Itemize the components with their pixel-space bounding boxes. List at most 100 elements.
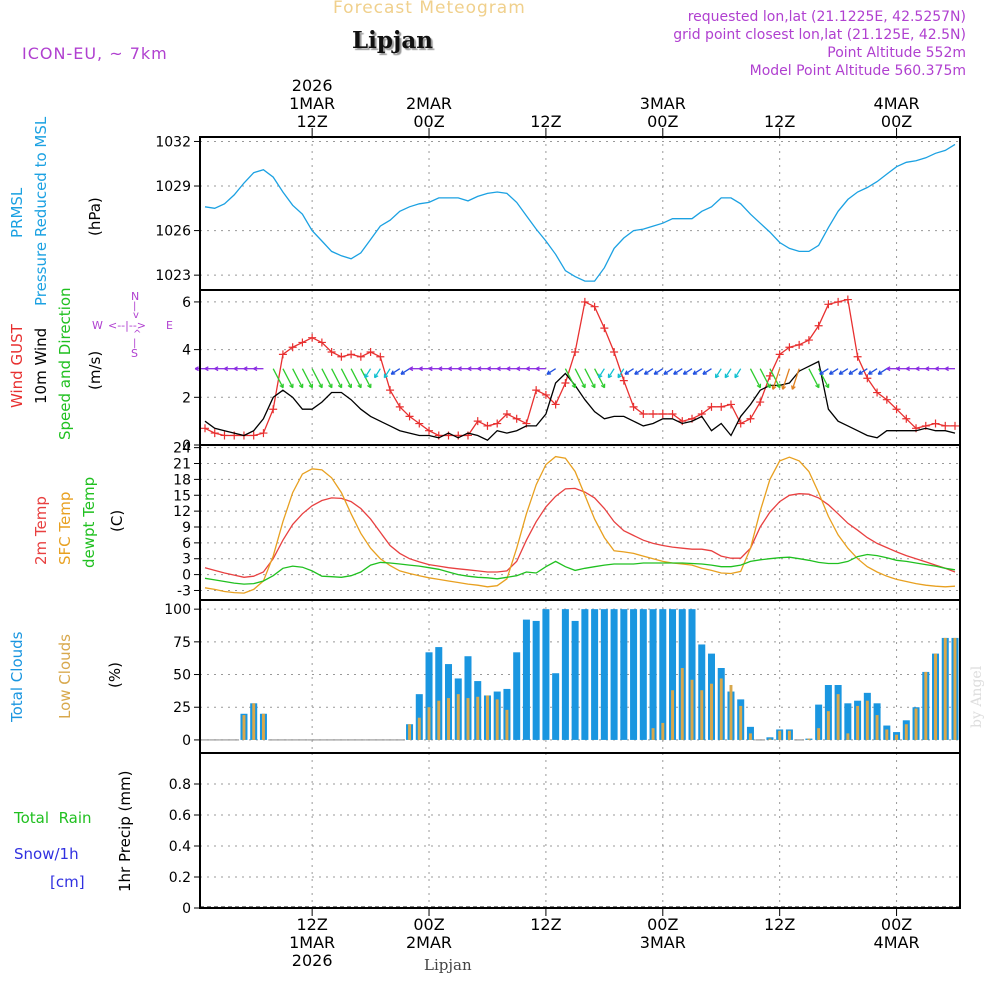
total-cloud-bar	[639, 609, 647, 740]
low-cloud-bar	[710, 683, 713, 740]
gust-marker	[327, 348, 336, 356]
wind-arrow-head	[204, 366, 209, 372]
gust-marker	[756, 398, 765, 407]
wind-arrow-head	[634, 370, 639, 375]
gust-marker	[736, 419, 745, 428]
y-tick-label: 4	[182, 343, 191, 359]
snow-label: Snow/1h	[14, 845, 79, 863]
low-cloud-bar	[680, 668, 684, 740]
top-time-label: 2026	[292, 76, 333, 95]
gust-marker	[629, 402, 638, 411]
low-cloud-bar	[495, 699, 499, 740]
low-cloud-bar	[953, 637, 957, 740]
wind-arrow-head	[243, 366, 248, 372]
wind-arrow	[791, 368, 800, 390]
wind-arrow-head	[383, 373, 389, 379]
y-tick-label: 3	[182, 552, 191, 568]
series-line	[204, 143, 956, 282]
low-cloud-bar	[817, 728, 821, 740]
low-cloud-bar	[700, 690, 704, 740]
wind-arrow-head	[253, 366, 258, 372]
wind-arrow-head	[337, 383, 343, 389]
wind-arrow-head	[535, 366, 540, 372]
gust-marker	[561, 379, 570, 387]
wind-arrow	[769, 368, 781, 389]
total-cloud-bar	[415, 694, 423, 740]
wind-arrow-head	[457, 366, 462, 372]
wind-arrow-head	[663, 370, 668, 375]
total-cloud-bar	[581, 609, 589, 740]
low-cloud-bar	[787, 730, 791, 740]
wind-arrow-head	[819, 370, 824, 375]
wind-arrow-head	[581, 383, 586, 389]
wind-arrow-head	[935, 366, 940, 372]
gust-marker	[814, 321, 823, 330]
bottom-time-label: 12Z	[764, 915, 795, 934]
gust-marker	[717, 402, 726, 411]
low-cloud-bar	[690, 679, 694, 740]
gust-marker	[834, 297, 843, 306]
top-time-label: 00Z	[881, 112, 912, 131]
low-cloud-bar	[846, 733, 850, 740]
total-cloud-bar	[425, 652, 433, 740]
wind-arrow	[673, 368, 683, 375]
low-cloud-bar	[768, 738, 772, 740]
wind-arrow-head	[771, 385, 777, 390]
total-cloud-bar	[513, 652, 521, 740]
wind-arrow	[848, 368, 858, 375]
wind-arrow	[724, 368, 732, 379]
gust-marker	[278, 350, 287, 359]
y-tick-label: 0.2	[169, 870, 191, 886]
wind-arrow	[374, 368, 381, 379]
gust-marker	[395, 402, 404, 411]
wind-arrow	[574, 368, 586, 389]
wind-arrow	[759, 368, 771, 389]
wind-arrow-head	[915, 366, 920, 372]
series-line	[204, 455, 956, 594]
low-cloud-bar	[748, 733, 752, 740]
y-tick-label: 100	[164, 602, 191, 618]
total-cloud-bar	[600, 609, 608, 740]
y-tick-label: 9	[182, 520, 191, 536]
gust-marker	[590, 302, 599, 311]
gust-marker	[951, 421, 959, 430]
wind-arrow	[390, 368, 401, 375]
top-time-label: 00Z	[413, 112, 444, 131]
gust-marker	[502, 410, 511, 418]
wind-arrow	[808, 368, 820, 389]
y-tick-label: 1026	[155, 224, 191, 240]
low-cloud-bar	[417, 717, 421, 740]
series-line	[204, 487, 956, 578]
gust-marker	[337, 352, 346, 361]
gust-marker	[843, 295, 852, 304]
gust-marker	[415, 419, 424, 428]
gust-marker	[571, 348, 580, 356]
wind-arrow	[272, 368, 284, 389]
compass-s: S	[131, 347, 138, 360]
panel-frame	[199, 289, 961, 446]
bottom-time-label: 00Z	[881, 915, 912, 934]
gust-marker	[249, 431, 258, 440]
wind-arrow	[594, 368, 606, 389]
gust-marker	[386, 386, 395, 395]
wind-arrow-head	[702, 370, 707, 375]
gust-marker	[707, 402, 716, 411]
y-tick-label: 75	[173, 635, 191, 651]
total-cloud-bar	[552, 673, 560, 740]
gust-marker	[658, 410, 667, 418]
wind-arrow-head	[233, 366, 238, 372]
bottom-time-label: 12Z	[296, 915, 327, 934]
wind-arrow-head	[791, 385, 796, 390]
panel-frame	[199, 136, 961, 291]
gust-marker	[308, 333, 317, 342]
low-cloud-bar	[466, 698, 470, 740]
low-cloud-bar	[836, 694, 840, 740]
wind-arrow	[829, 368, 839, 375]
wind-arrow	[772, 368, 781, 390]
wind-arrow	[598, 368, 605, 379]
wind-arrow-head	[357, 383, 362, 389]
gust-marker	[425, 426, 434, 435]
wind-arrow-head	[506, 366, 511, 372]
low-cloud-bar	[486, 695, 489, 740]
wind-arrow-head	[776, 383, 781, 389]
